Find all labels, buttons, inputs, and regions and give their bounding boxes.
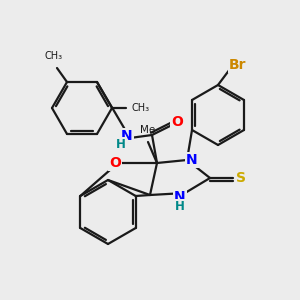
Text: CH₃: CH₃ <box>131 103 149 113</box>
Text: O: O <box>109 156 121 170</box>
Text: N: N <box>174 190 186 204</box>
Text: CH₃: CH₃ <box>45 51 63 61</box>
Text: Me: Me <box>140 125 156 135</box>
Text: S: S <box>236 171 246 185</box>
Text: N: N <box>186 153 198 167</box>
Text: H: H <box>175 200 185 212</box>
Text: N: N <box>121 129 133 143</box>
Text: Br: Br <box>229 58 247 72</box>
Text: H: H <box>116 137 126 151</box>
Text: O: O <box>171 115 183 129</box>
